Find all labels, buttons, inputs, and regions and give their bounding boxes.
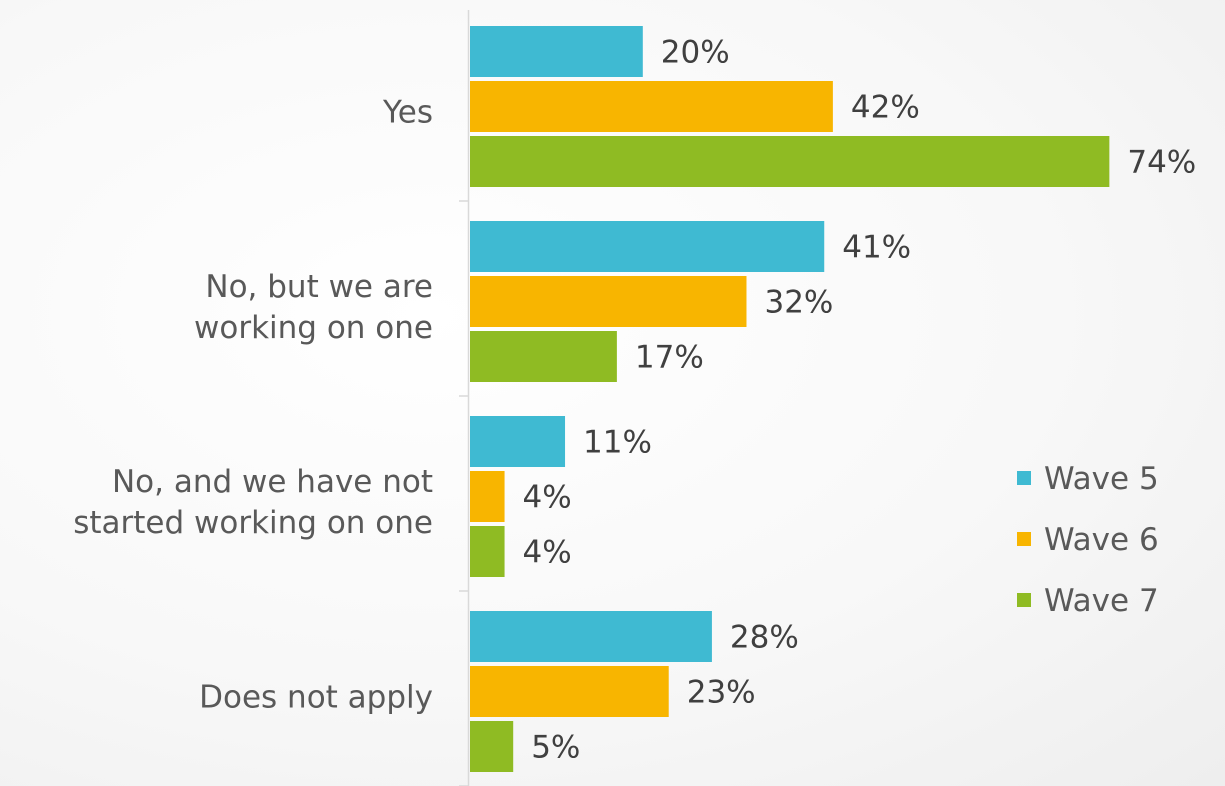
legend-label: Wave 5 xyxy=(1044,461,1159,497)
legend-swatch xyxy=(1017,532,1031,546)
bars xyxy=(470,26,1110,772)
bar xyxy=(470,416,566,467)
data-label: 5% xyxy=(531,730,580,766)
bar xyxy=(470,26,643,77)
category-label-line: started working on one xyxy=(73,505,433,541)
legend-swatch xyxy=(1017,593,1031,607)
category-label-line: No, but we are xyxy=(205,269,433,305)
category-label: No, but we are working on one xyxy=(194,269,433,346)
legend: Wave 5 Wave 6 Wave 7 xyxy=(1017,461,1159,619)
data-label: 17% xyxy=(635,340,704,376)
bar xyxy=(470,276,747,327)
category-axis xyxy=(459,10,470,786)
data-label: 41% xyxy=(842,230,911,266)
bar xyxy=(470,721,514,772)
legend-label: Wave 6 xyxy=(1044,522,1159,558)
legend-label: Wave 7 xyxy=(1044,583,1159,619)
bar xyxy=(470,526,505,577)
data-labels: 20% 42% 74% 41%32% 17% 11% 4% 4% 28% 23% 5% xyxy=(523,35,1197,766)
category-label: Yes xyxy=(382,95,433,131)
data-label: 20% xyxy=(661,35,730,71)
category-label: Does not apply xyxy=(199,680,433,716)
data-label: 4% xyxy=(523,535,572,571)
bar xyxy=(470,611,712,662)
data-label: 23% xyxy=(687,675,756,711)
data-label: 28% xyxy=(730,620,799,656)
bar xyxy=(470,221,825,272)
bar xyxy=(470,666,669,717)
data-label: 42% xyxy=(851,90,920,126)
category-label-line: No, and we have not xyxy=(112,464,433,500)
bar xyxy=(470,136,1110,187)
data-label: 74% xyxy=(1127,145,1196,181)
category-label-line: Yes xyxy=(382,95,433,131)
bar xyxy=(470,81,833,132)
data-label: 4% xyxy=(523,480,572,516)
category-label-line: Does not apply xyxy=(199,680,433,716)
category-label: No, and we have not started working on on… xyxy=(73,464,433,541)
data-label: 11% xyxy=(583,425,652,461)
category-label-line: working on one xyxy=(194,310,433,346)
bar xyxy=(470,331,617,382)
category-labels: Yes No, but we are working on one No, and w… xyxy=(73,95,433,716)
legend-swatch xyxy=(1017,471,1031,485)
data-label: 32% xyxy=(764,285,833,321)
bar xyxy=(470,471,505,522)
